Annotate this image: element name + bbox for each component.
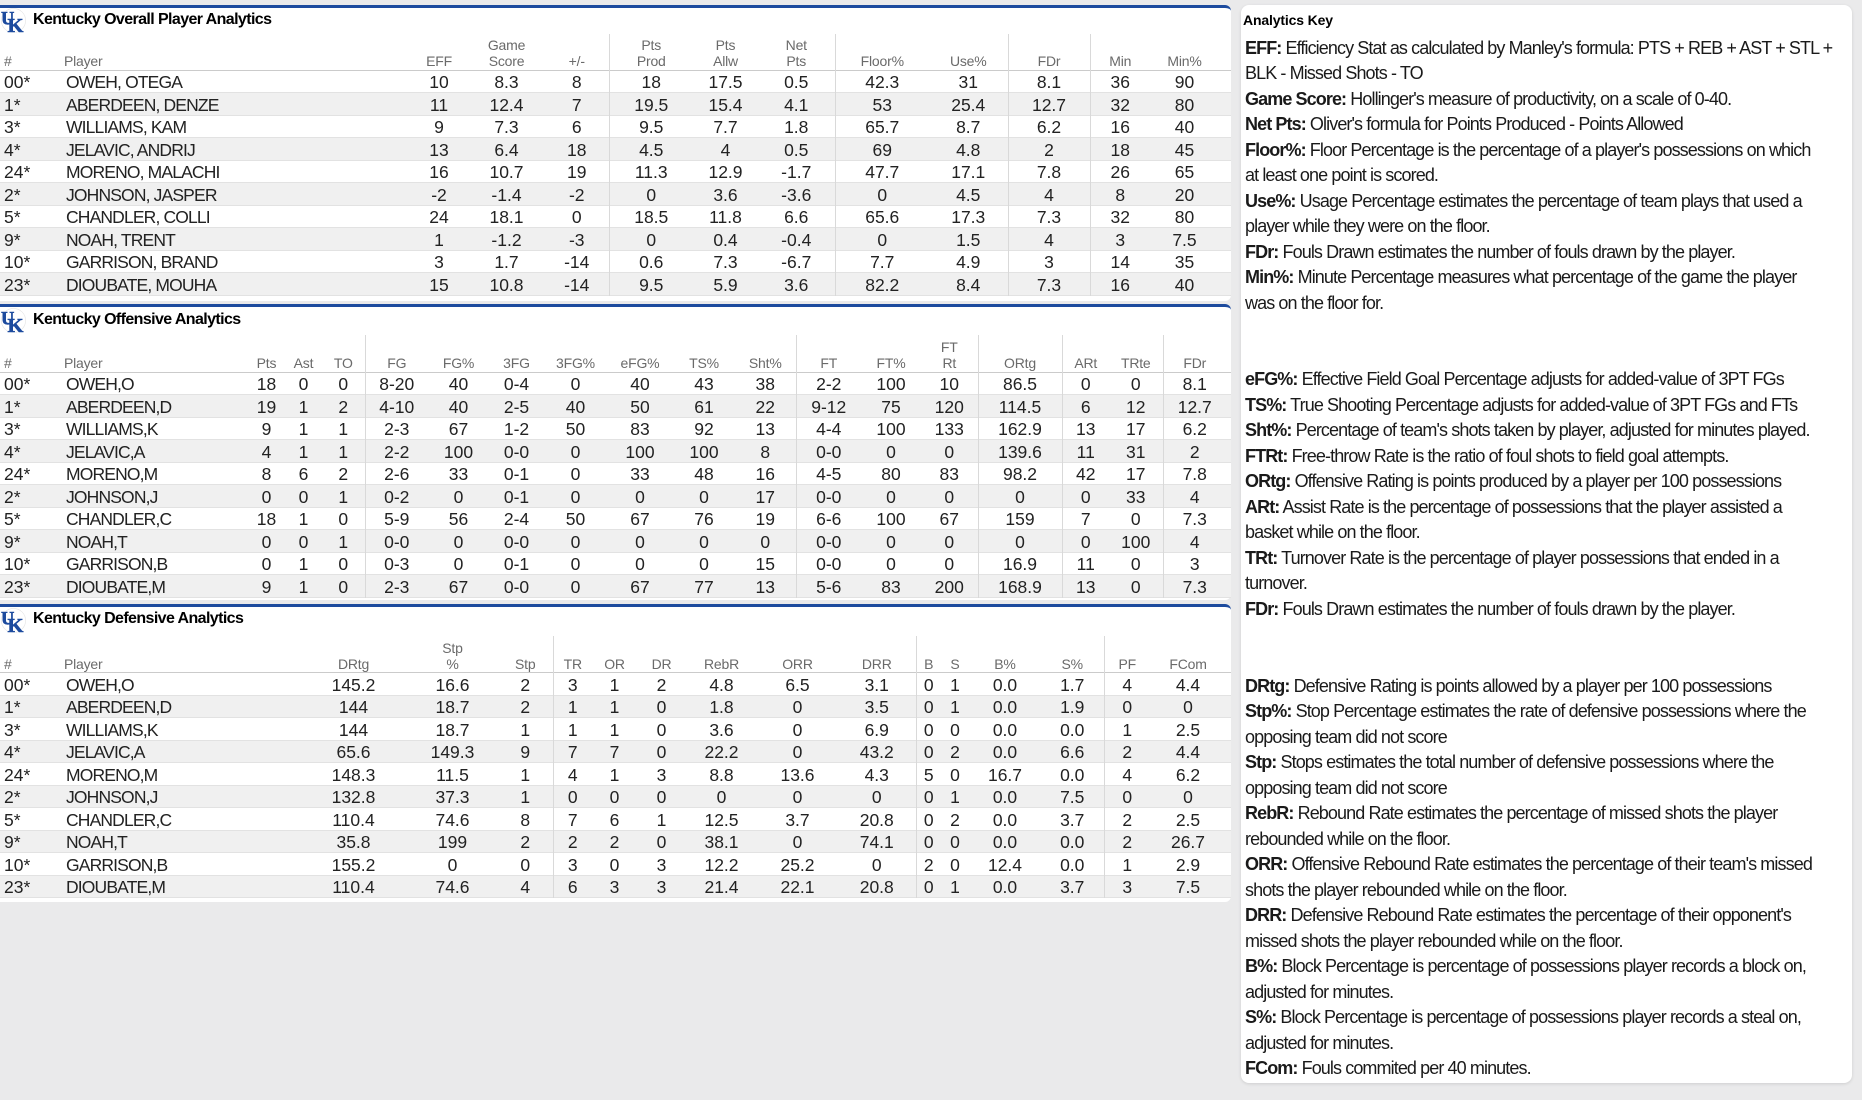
svg-text:U: U <box>1 610 14 630</box>
svg-text:K: K <box>8 615 24 633</box>
svg-text:K: K <box>8 315 24 333</box>
svg-text:K: K <box>8 15 24 33</box>
svg-text:K: K <box>8 15 24 33</box>
svg-text:U: U <box>1 610 14 630</box>
svg-text:K: K <box>8 315 24 333</box>
svg-text:U: U <box>1 10 14 30</box>
svg-text:U: U <box>1 10 14 30</box>
svg-text:U: U <box>1 310 14 330</box>
svg-text:K: K <box>8 615 24 633</box>
svg-text:U: U <box>1 310 14 330</box>
